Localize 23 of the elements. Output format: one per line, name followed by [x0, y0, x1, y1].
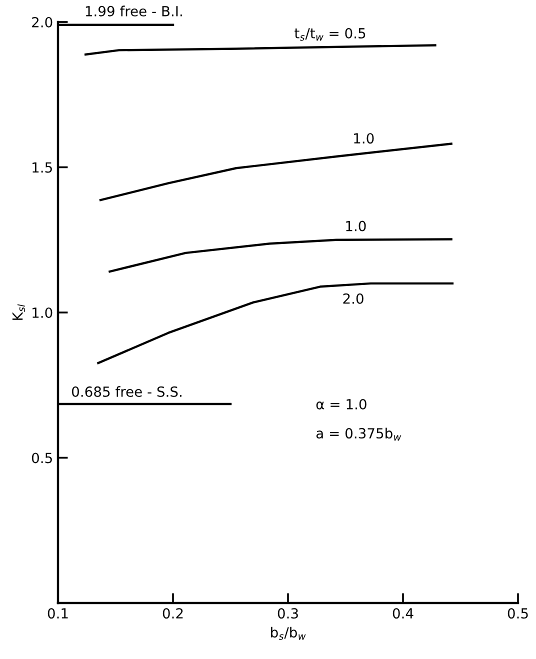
y-axis-title: K$_{sl}$ — [12, 304, 26, 320]
series-label: 2.0 — [343, 293, 364, 304]
y-tick-label: 1.5 — [32, 162, 52, 173]
line-series — [99, 142, 452, 202]
x-tick-label: 0.5 — [508, 608, 528, 619]
y-tick-label: 0.5 — [32, 452, 52, 464]
x-axis-title: b$_{s}$/b$_{w}$ — [271, 626, 306, 640]
line-series — [108, 238, 452, 273]
series-label: t$_{s}$/t$_{w}$ = 0.5 — [294, 28, 366, 41]
series-label: 0.685 free - S.S. — [72, 386, 182, 397]
x-tick-label: 0.1 — [48, 608, 68, 619]
x-tick-label: 0.2 — [162, 608, 183, 619]
annotation: a = 0.375b$_{w}$ — [316, 428, 402, 441]
y-tick-label: 1.0 — [32, 307, 52, 318]
x-tick-label: 0.3 — [278, 608, 298, 619]
y-tick-label: 2.0 — [32, 16, 52, 28]
series-label: 1.0 — [346, 220, 366, 232]
line-series — [84, 44, 436, 56]
line-series — [97, 282, 454, 364]
series-label: 1.0 — [354, 133, 374, 144]
series-label: 1.99 free - B.I. — [86, 6, 182, 16]
annotation: α = 1.0 — [316, 398, 366, 410]
x-tick-label: 0.4 — [392, 608, 414, 619]
